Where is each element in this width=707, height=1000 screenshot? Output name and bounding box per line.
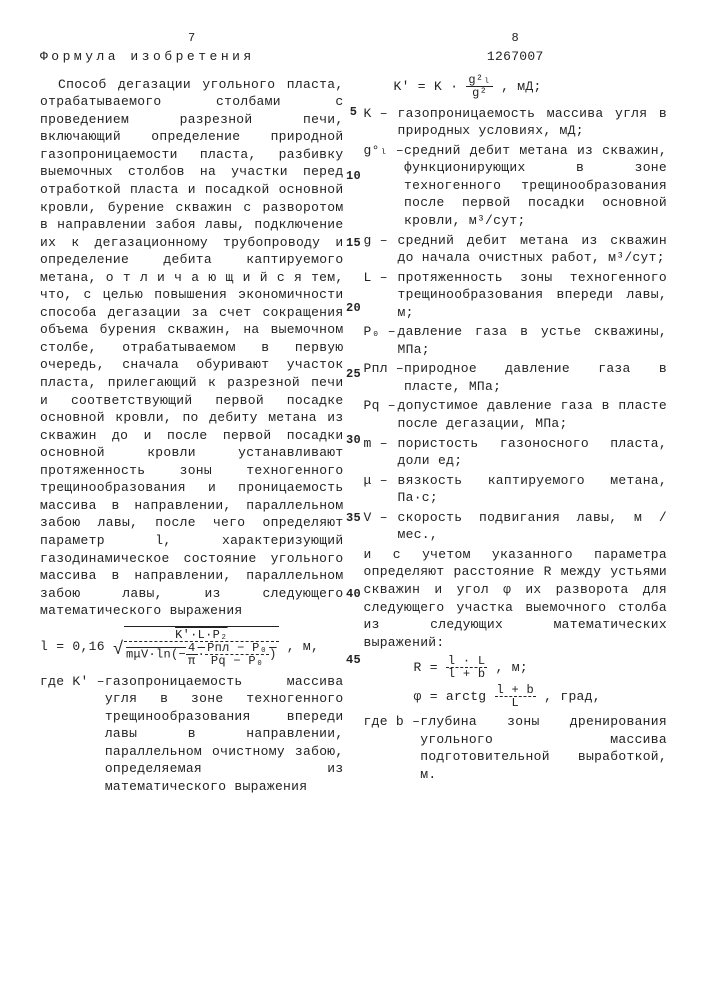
where-kprime: где K' – газопроницаемость массива угля … xyxy=(40,673,344,796)
formula-l: l = 0,16 √ K'·L·P₂ mμV·ln(−4π·Pпл − P₀Pq… xyxy=(40,626,344,667)
variable-definition: g°ₗ –средний дебит метана из скважин, фу… xyxy=(364,142,668,230)
variable-definition: L –протяженность зоны техногенного трещи… xyxy=(364,269,668,322)
line-marker: 25 xyxy=(346,366,361,382)
page-number-left: 7 xyxy=(40,30,344,46)
right-column: 8 1267007 K' = K · g²ₗg² , мД; K –газопр… xyxy=(364,30,668,798)
claim-body: Способ дегазации угольного пласта, отраб… xyxy=(40,76,344,620)
variable-definition: m –пористость газоносного пласта, доли е… xyxy=(364,435,668,470)
line-marker: 40 xyxy=(346,586,361,602)
line-marker: 15 xyxy=(346,235,361,251)
document-number: 1267007 xyxy=(364,48,668,66)
line-marker: 5 xyxy=(350,104,358,120)
variable-definition: μ –вязкость каптируемого метана, Па·с; xyxy=(364,472,668,507)
variable-definition: g –средний дебит метана из скважин до на… xyxy=(364,232,668,267)
variable-definition: V –скорость подвигания лавы, м /мес., xyxy=(364,509,668,544)
line-marker: 45 xyxy=(346,652,361,668)
claim-title: Формула изобретения xyxy=(40,48,344,66)
line-marker: 30 xyxy=(346,432,361,448)
variable-definition: Pq –допустимое давление газа в пласте по… xyxy=(364,397,668,432)
left-column: 7 Формула изобретения Способ дегазации у… xyxy=(40,30,344,798)
line-marker: 35 xyxy=(346,510,361,526)
page-number-right: 8 xyxy=(364,30,668,46)
where-b: где b – глубина зоны дренирования угольн… xyxy=(364,713,668,783)
variable-definition: P₀ –давление газа в устье скважины, МПа; xyxy=(364,323,668,358)
formula-phi: φ = arctg l + bL , град, xyxy=(414,684,668,709)
formula-kprime: K' = K · g²ₗg² , мД; xyxy=(394,74,668,99)
line-marker: 20 xyxy=(346,300,361,316)
line-marker: 10 xyxy=(346,168,361,184)
variable-definition: K –газопроницаемость массива угля в прир… xyxy=(364,105,668,140)
body-after-vars: и с учетом указанного параметра определя… xyxy=(364,546,668,651)
variable-definition: Pпл –природное давление газа в пласте, М… xyxy=(364,360,668,395)
formula-R: R = l · Ll + b , м; xyxy=(414,655,668,680)
